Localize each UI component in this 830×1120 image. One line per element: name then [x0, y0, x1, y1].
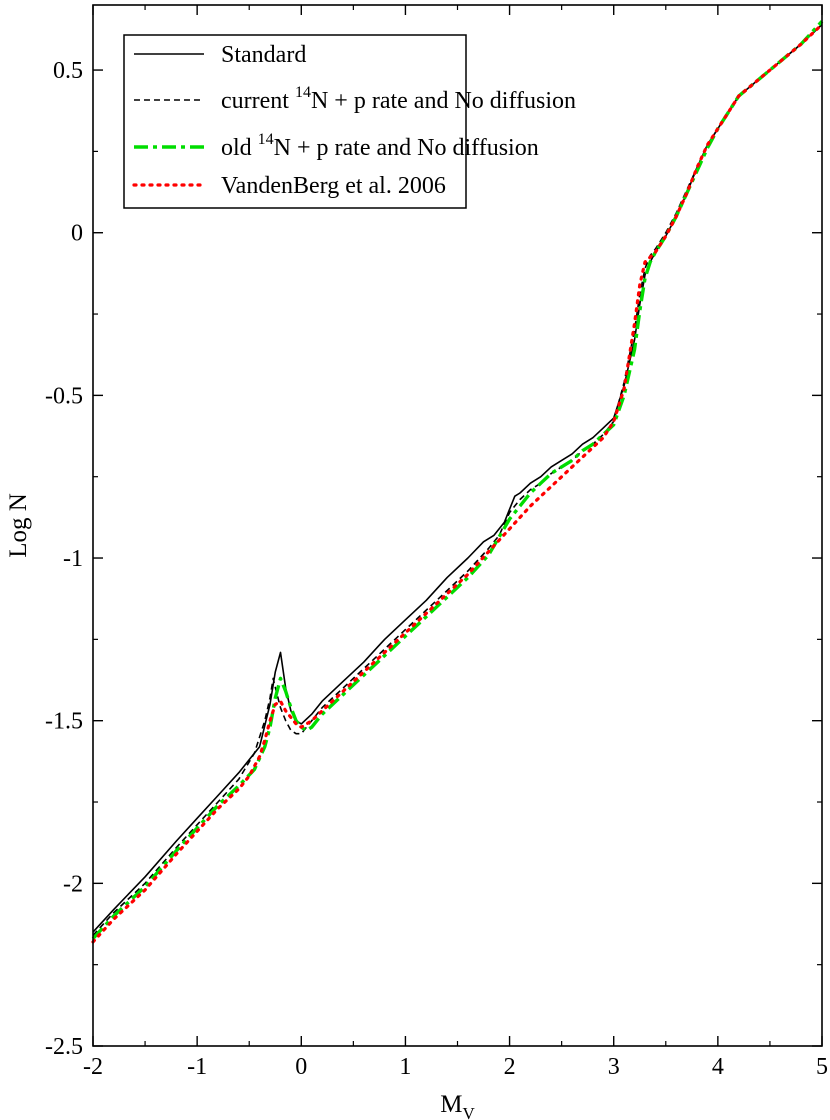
- legend-label-text-rest: N + p rate and No diffusion: [274, 135, 539, 161]
- y-axis-label: Log N: [5, 493, 32, 558]
- x-axis-label-main: M: [440, 1091, 462, 1118]
- x-tick-label: 4: [712, 1054, 724, 1080]
- legend-label-text: VandenBerg et al. 2006: [221, 173, 446, 199]
- series-layer: [91, 20, 824, 944]
- y-tick-label: -0.5: [45, 383, 83, 409]
- legend-label-text: old: [221, 135, 258, 161]
- x-tick-label: -1: [187, 1054, 207, 1080]
- x-axis-label: MV: [440, 1091, 475, 1120]
- ticks-layer: -2 -1 0 1 2 3 4 5-2.5-2-1.5-1-0.500.5: [45, 5, 828, 1080]
- x-tick-label: -2: [83, 1054, 103, 1080]
- y-tick-label: 0: [71, 221, 83, 247]
- legend-label-text-rest: N + p rate and No diffusion: [311, 88, 576, 114]
- legend-label-text: Standard: [221, 42, 306, 68]
- legend-label-text: current: [221, 88, 295, 114]
- y-tick-label: -1: [63, 546, 83, 572]
- y-tick-label: 0.5: [53, 58, 83, 84]
- legend-label-3: old 14N + p rate and No diffusion: [221, 131, 539, 161]
- x-tick-label: 2: [504, 1054, 516, 1080]
- x-tick-label: 0: [295, 1054, 307, 1080]
- x-tick-label: 5: [816, 1054, 828, 1080]
- legend-label-1: Standard: [221, 42, 306, 68]
- legend-label-superscript: 14: [258, 131, 274, 148]
- legend-label-superscript: 14: [295, 84, 311, 101]
- y-tick-label: -2.5: [45, 1034, 83, 1060]
- y-tick-label: -2: [63, 871, 83, 897]
- x-tick-label: 3: [608, 1054, 620, 1080]
- series-line-2: [92, 23, 823, 936]
- x-tick-label: 1: [399, 1054, 411, 1080]
- legend-label-4: VandenBerg et al. 2006: [221, 173, 446, 199]
- y-tick-label: -1.5: [45, 709, 83, 735]
- legend-label-2: current 14N + p rate and No diffusion: [221, 84, 576, 114]
- series-line-4: [91, 22, 824, 944]
- legend-box: [123, 34, 467, 209]
- x-axis-label-sub: V: [462, 1104, 475, 1120]
